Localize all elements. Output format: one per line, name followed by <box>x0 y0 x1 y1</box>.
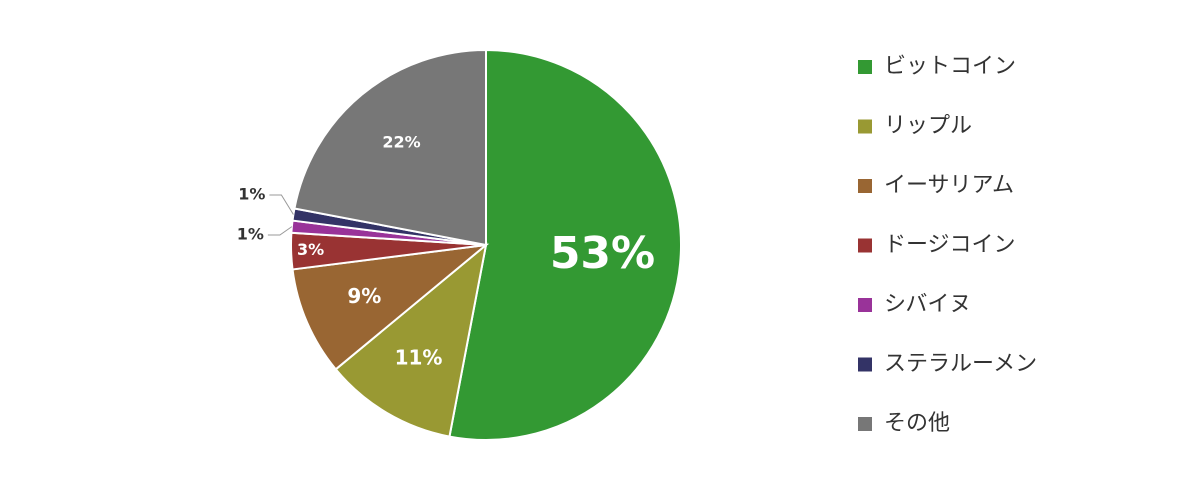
legend-swatch <box>858 179 872 193</box>
pie-slice <box>334 242 488 438</box>
pie-slice <box>293 48 487 247</box>
legend-swatch <box>858 357 872 372</box>
legend-label: イーサリアム <box>884 173 1014 198</box>
legend-swatch <box>858 60 872 74</box>
data-label: 22% <box>382 132 420 151</box>
legend-label: ビットコイン <box>884 54 1016 79</box>
pie-slice <box>448 48 682 441</box>
legend-label: その他 <box>884 411 950 436</box>
legend-swatch <box>858 298 872 312</box>
data-label: 11% <box>395 346 443 370</box>
legend-label: ドージコイン <box>884 233 1016 258</box>
legend-swatch <box>858 238 872 253</box>
legend-label: シバイヌ <box>884 292 971 317</box>
legend-swatch <box>858 119 872 134</box>
leader-line <box>267 226 293 236</box>
legend-label: リップル <box>884 114 972 139</box>
leader-line <box>269 194 294 215</box>
data-label: 3% <box>297 240 324 259</box>
legend-label: ステラルーメン <box>884 352 1037 377</box>
data-label: 9% <box>347 284 381 308</box>
data-label: 1% <box>238 185 265 204</box>
data-label: 1% <box>237 225 264 244</box>
legend-swatch <box>858 417 872 431</box>
pie-slice <box>291 243 490 371</box>
data-label: 53% <box>550 228 655 279</box>
